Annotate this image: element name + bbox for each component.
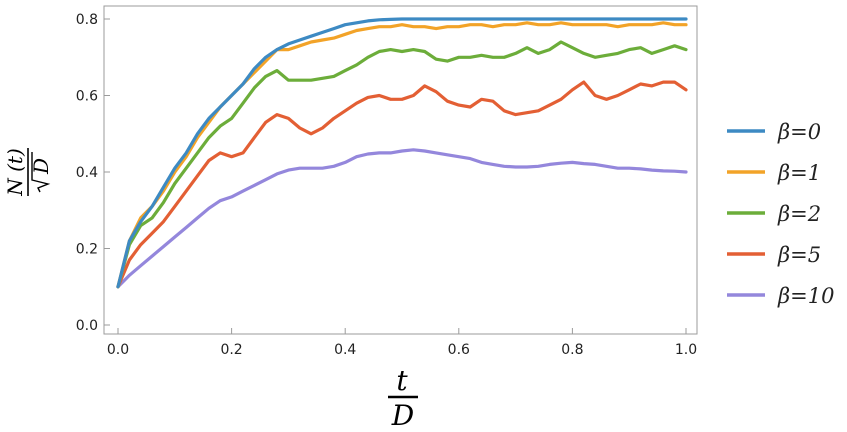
x-tick-label: 0.0 (107, 342, 129, 358)
series-line-0 (116, 17, 688, 289)
x-tick-label: 0.8 (561, 342, 583, 358)
legend-label: β=5 (777, 243, 821, 267)
x-axis-label: t D (388, 364, 418, 432)
plot-frame (103, 5, 698, 335)
series-line-1 (116, 21, 688, 289)
x-tick-label: 0.4 (334, 342, 356, 358)
x-tick-label: 1.0 (675, 342, 697, 358)
y-axis-ticks: 0.0 0.2 0.4 0.6 0.8 (76, 12, 110, 334)
x-tick-label: 0.2 (220, 342, 242, 358)
y-tick-label: 0.2 (76, 242, 98, 258)
series-line-3 (116, 80, 688, 289)
x-axis-label-denominator: D (391, 399, 414, 432)
y-axis-label-numerator: N (t) (3, 148, 27, 197)
x-tick-label: 0.6 (448, 342, 470, 358)
legend-label: β=1 (777, 161, 821, 185)
series-line-4 (116, 148, 688, 289)
y-tick-label: 0.8 (76, 12, 98, 28)
series-lines (116, 17, 688, 289)
y-axis-label-denominator: D (29, 158, 53, 175)
x-axis-label-numerator: t (396, 364, 408, 397)
y-tick-label: 0.6 (76, 89, 98, 105)
series-line-2 (116, 40, 688, 289)
legend: β=0 β=1 β=2 β=5 β=10 (727, 120, 834, 308)
y-axis-label: N (t) D (3, 148, 53, 197)
legend-label: β=10 (777, 284, 834, 308)
legend-label: β=0 (777, 120, 821, 144)
x-axis-ticks: 0.0 0.2 0.4 0.6 0.8 1.0 (107, 328, 697, 358)
y-tick-label: 0.0 (76, 318, 98, 334)
y-tick-label: 0.4 (76, 165, 98, 181)
sqrt-symbol (31, 152, 51, 193)
legend-label: β=2 (777, 202, 821, 226)
